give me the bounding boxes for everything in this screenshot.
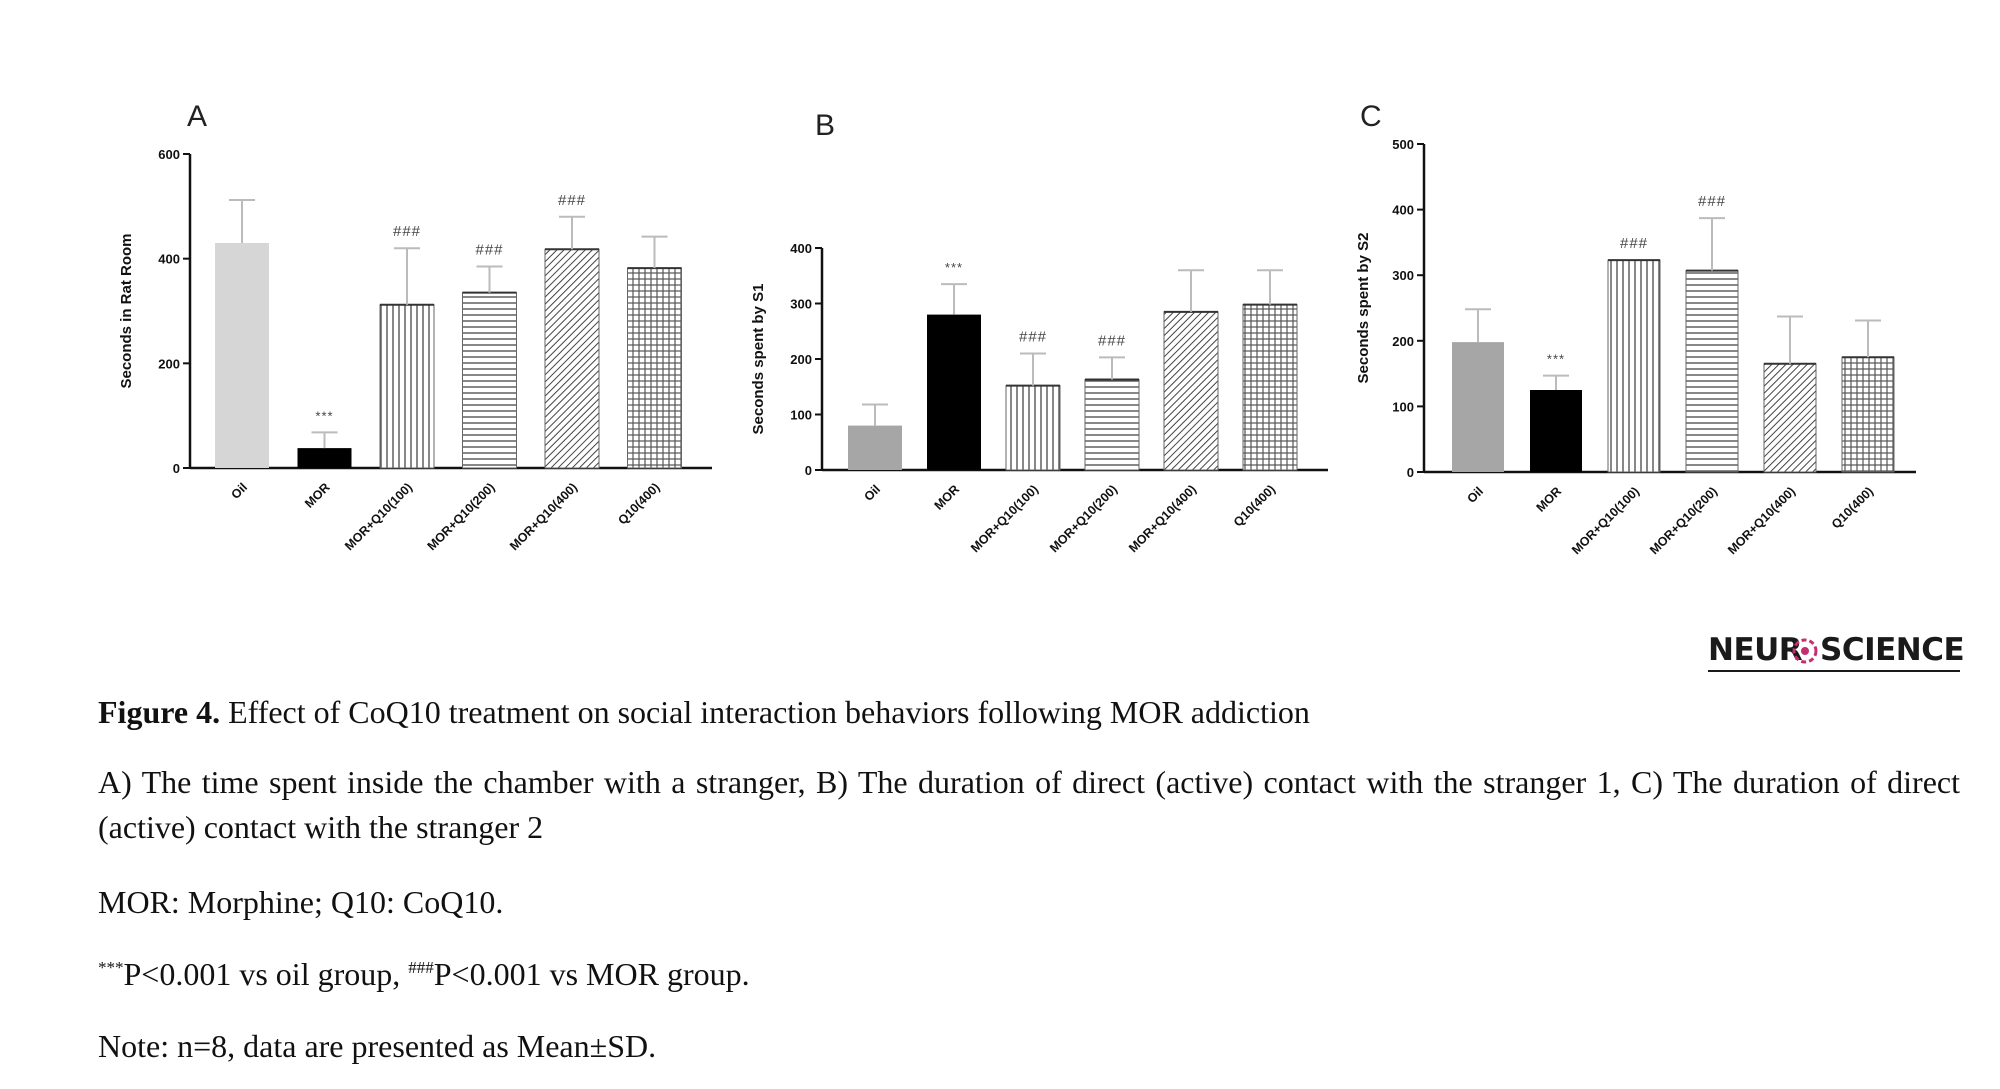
x-tick-label: MOR+Q10(400) xyxy=(507,480,580,553)
y-tick-label: 600 xyxy=(158,147,180,162)
bar-3 xyxy=(1005,385,1061,471)
bar-6 xyxy=(1841,356,1895,473)
panel-label: A xyxy=(187,100,207,133)
y-tick-label: 300 xyxy=(790,297,812,312)
bar-1 xyxy=(848,425,902,470)
significance-annotation: ### xyxy=(475,242,503,259)
abbreviations: MOR: Morphine; Q10: CoQ10. xyxy=(98,884,504,920)
chart-panel-a: A Seconds in Rat Room 0 200 400 600 Oil *** MOR #… xyxy=(118,100,712,553)
x-tick-label: MOR xyxy=(932,482,963,513)
x-tick-label: MOR+Q10(100) xyxy=(342,480,415,553)
y-tick-label: 100 xyxy=(790,408,812,423)
logo-text-part1: NEUR xyxy=(1708,632,1803,668)
y-tick-label: 100 xyxy=(1392,399,1414,414)
y-axis-label: Seconds in Rat Room xyxy=(118,233,135,388)
bar-5 xyxy=(1163,311,1219,471)
panel-label: C xyxy=(1360,100,1382,133)
bar-2 xyxy=(927,314,981,470)
x-tick-label: MOR+Q10(100) xyxy=(968,482,1041,555)
x-tick-label: MOR+Q10(200) xyxy=(1647,484,1720,557)
x-tick-label: MOR+Q10(400) xyxy=(1725,484,1798,557)
x-tick-label: MOR+Q10(200) xyxy=(1047,482,1120,555)
chart-panel-c: C Seconds spent by S2 0 100 200 300 400 500 Oil *… xyxy=(1355,100,1916,557)
significance-annotation: ### xyxy=(393,223,421,240)
x-tick-label: MOR xyxy=(1534,484,1565,515)
x-tick-label: MOR xyxy=(302,480,333,511)
significance-annotation: ### xyxy=(1620,235,1648,252)
y-axis-label: Seconds spent by S2 xyxy=(1355,233,1372,384)
bar-4 xyxy=(1685,270,1739,473)
y-tick-label: 0 xyxy=(805,463,812,478)
significance-annotation: ### xyxy=(1098,332,1126,349)
significance-annotation: *** xyxy=(315,408,333,423)
y-axis-label: Seconds spent by S1 xyxy=(750,284,767,435)
sig-text-mor: P<0.001 vs MOR group. xyxy=(433,956,750,992)
significance-annotation: *** xyxy=(1547,352,1565,367)
significance-annotation: *** xyxy=(945,260,963,275)
bar-2 xyxy=(1530,390,1582,472)
logo-underline xyxy=(1708,670,1960,672)
sig-mark-hashes: ### xyxy=(408,958,434,977)
x-tick-label: MOR+Q10(100) xyxy=(1569,484,1642,557)
bar-6 xyxy=(627,267,682,469)
significance-note: ***P<0.001 vs oil group, ###P<0.001 vs M… xyxy=(98,952,1960,997)
x-tick-label: Q10(400) xyxy=(1829,484,1876,531)
bar-1 xyxy=(215,242,269,468)
bar-3 xyxy=(1607,259,1661,473)
x-tick-label: Q10(400) xyxy=(1231,482,1278,529)
bar-1 xyxy=(1452,342,1504,472)
figure-number: Figure 4. xyxy=(98,694,221,730)
x-tick-label: Oil xyxy=(1464,484,1486,506)
x-tick-label: Oil xyxy=(861,482,883,504)
sig-mark-stars: *** xyxy=(98,958,124,977)
bar-4 xyxy=(1084,379,1140,471)
sig-text-oil: P<0.001 vs oil group, xyxy=(123,956,409,992)
bar-5 xyxy=(1763,363,1817,473)
significance-annotation: ### xyxy=(1019,328,1047,345)
panel-label: B xyxy=(815,109,835,142)
data-note: Note: n=8, data are presented as Mean±SD… xyxy=(98,1028,657,1064)
x-tick-label: MOR+Q10(400) xyxy=(1126,482,1199,555)
chart-panel-b: B Seconds spent by S1 0 100 200 300 400 Oil *** M… xyxy=(750,109,1328,555)
bar-3 xyxy=(379,304,435,469)
bar-6 xyxy=(1242,304,1298,471)
y-tick-label: 400 xyxy=(790,241,812,256)
y-tick-label: 200 xyxy=(790,352,812,367)
logo-text-part2: SCIENCE xyxy=(1820,632,1965,668)
figure-caption-title: Figure 4. Effect of CoQ10 treatment on s… xyxy=(98,690,1960,735)
x-tick-label: Q10(400) xyxy=(615,480,662,527)
figure-charts: A Seconds in Rat Room 0 200 400 600 Oil *** MOR #… xyxy=(118,100,1916,557)
y-tick-label: 200 xyxy=(1392,334,1414,349)
figure-title: Effect of CoQ10 treatment on social inte… xyxy=(220,694,1310,730)
y-tick-label: 300 xyxy=(1392,268,1414,283)
neuroscience-logo: NEUR SCIENCE xyxy=(1708,628,1965,676)
x-tick-label: MOR+Q10(200) xyxy=(425,480,498,553)
significance-annotation: ### xyxy=(1698,193,1726,210)
y-tick-label: 400 xyxy=(1392,203,1414,218)
y-tick-label: 200 xyxy=(158,356,180,371)
bar-4 xyxy=(462,292,517,469)
y-tick-label: 0 xyxy=(1407,465,1414,480)
y-tick-label: 500 xyxy=(1392,137,1414,152)
bar-2 xyxy=(297,448,352,468)
y-tick-label: 0 xyxy=(173,461,180,476)
figure-description: A) The time spent inside the chamber wit… xyxy=(98,764,1960,845)
significance-annotation: ### xyxy=(558,192,586,209)
brain-icon xyxy=(1792,638,1818,664)
x-tick-label: Oil xyxy=(228,480,250,502)
y-tick-label: 400 xyxy=(158,252,180,267)
bar-5 xyxy=(544,248,600,469)
